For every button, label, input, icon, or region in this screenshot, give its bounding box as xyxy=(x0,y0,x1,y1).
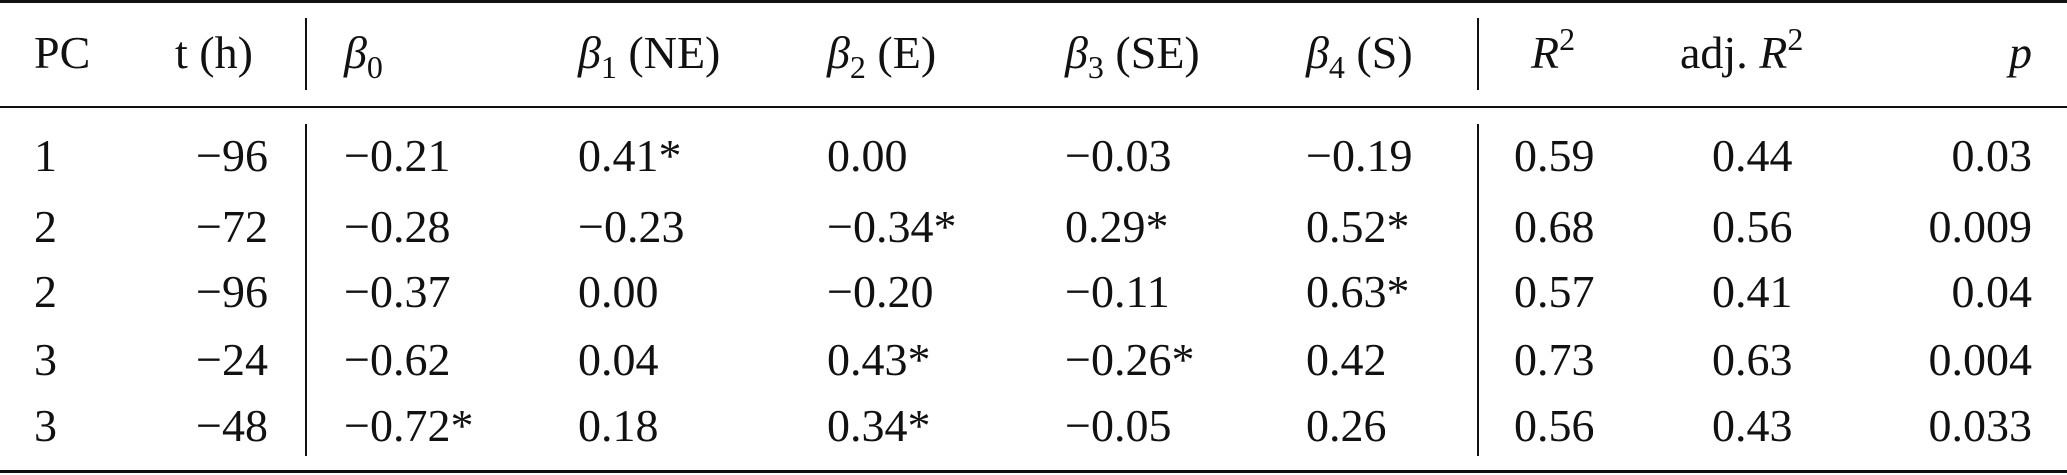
header-beta4: β4 (S) xyxy=(1306,27,1413,85)
cell-time: −72 xyxy=(196,201,268,252)
cell-beta1: 0.00 xyxy=(578,266,659,317)
cell-beta2: −0.20 xyxy=(827,266,934,317)
cell-p: 0.004 xyxy=(1928,334,2033,385)
cell-beta4: 0.42 xyxy=(1306,334,1387,385)
header-r2: R2 xyxy=(1531,21,1576,78)
cell-beta0: −0.62 xyxy=(344,334,451,385)
column-divider-header-1 xyxy=(305,18,307,90)
cell-pc: 2 xyxy=(34,266,57,317)
cell-beta0: −0.21 xyxy=(344,130,451,181)
cell-adj-r2: 0.56 xyxy=(1712,201,1793,252)
cell-beta1: 0.41* xyxy=(578,130,682,181)
cell-beta0: −0.72* xyxy=(344,400,474,451)
cell-beta2: 0.00 xyxy=(827,130,908,181)
column-divider-body-2 xyxy=(1477,124,1479,456)
cell-beta3: −0.11 xyxy=(1065,266,1170,317)
cell-beta4: −0.19 xyxy=(1306,130,1413,181)
cell-beta1: −0.23 xyxy=(578,201,685,252)
cell-beta3: −0.03 xyxy=(1065,130,1172,181)
cell-beta4: 0.52* xyxy=(1306,201,1410,252)
cell-beta2: 0.34* xyxy=(827,400,931,451)
cell-r2: 0.59 xyxy=(1514,130,1595,181)
cell-time: −96 xyxy=(196,130,268,181)
cell-adj-r2: 0.44 xyxy=(1712,130,1793,181)
cell-beta0: −0.28 xyxy=(344,201,451,252)
cell-pc: 2 xyxy=(34,201,57,252)
column-divider-body-1 xyxy=(305,124,307,456)
cell-beta4: 0.26 xyxy=(1306,400,1387,451)
header-beta3: β3 (SE) xyxy=(1065,27,1200,85)
cell-beta4: 0.63* xyxy=(1306,266,1410,317)
cell-p: 0.033 xyxy=(1928,400,2033,451)
header-adj-r2: adj. R2 xyxy=(1680,21,1804,78)
cell-r2: 0.73 xyxy=(1514,334,1595,385)
header-time: t (h) xyxy=(175,27,253,78)
cell-pc: 1 xyxy=(34,130,57,181)
cell-r2: 0.68 xyxy=(1514,201,1595,252)
header-beta1: β1 (NE) xyxy=(578,27,721,85)
cell-adj-r2: 0.43 xyxy=(1712,400,1793,451)
cell-p: 0.03 xyxy=(1951,130,2033,181)
cell-beta0: −0.37 xyxy=(344,266,451,317)
bottom-rule xyxy=(0,470,2067,473)
column-divider-header-2 xyxy=(1477,18,1479,90)
top-rule xyxy=(0,0,2067,3)
cell-beta3: 0.29* xyxy=(1065,201,1169,252)
header-rule xyxy=(0,106,2067,108)
cell-pc: 3 xyxy=(34,334,57,385)
cell-p: 0.04 xyxy=(1951,266,2033,317)
cell-pc: 3 xyxy=(34,400,57,451)
header-beta2: β2 (E) xyxy=(827,27,937,85)
cell-beta2: 0.43* xyxy=(827,334,931,385)
cell-beta1: 0.18 xyxy=(578,400,659,451)
cell-beta2: −0.34* xyxy=(827,201,957,252)
cell-beta3: −0.26* xyxy=(1065,334,1195,385)
header-p: p xyxy=(2009,27,2032,78)
cell-adj-r2: 0.63 xyxy=(1712,334,1793,385)
cell-r2: 0.56 xyxy=(1514,400,1595,451)
cell-time: −24 xyxy=(196,334,268,385)
cell-time: −96 xyxy=(196,266,268,317)
cell-r2: 0.57 xyxy=(1514,266,1595,317)
header-pc: PC xyxy=(34,27,91,78)
cell-time: −48 xyxy=(196,400,268,451)
header-beta0: β0 xyxy=(344,27,383,85)
cell-adj-r2: 0.41 xyxy=(1712,266,1793,317)
cell-beta3: −0.05 xyxy=(1065,400,1172,451)
cell-p: 0.009 xyxy=(1928,201,2033,252)
cell-beta1: 0.04 xyxy=(578,334,659,385)
